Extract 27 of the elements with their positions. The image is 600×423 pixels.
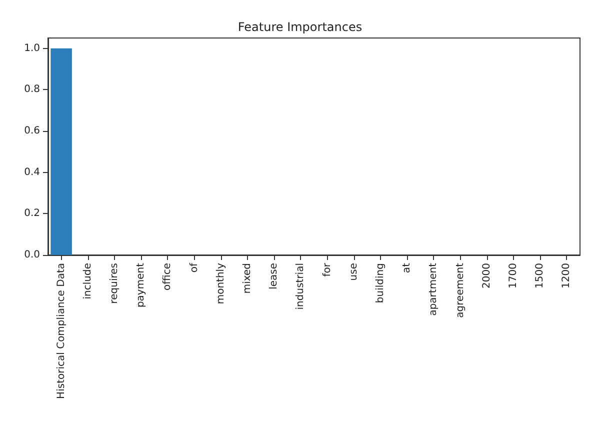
x-tick-label: requires xyxy=(109,263,120,304)
x-tick-label: building xyxy=(375,263,386,304)
x-tick-label: mixed xyxy=(242,263,253,294)
x-tick-label: use xyxy=(348,263,360,281)
x-tick-label: Historical Compliance Data xyxy=(56,263,67,399)
x-tick-label: 2000 xyxy=(481,263,492,288)
x-tick-label: agreement xyxy=(454,262,466,318)
y-tick-label: 0.8 xyxy=(24,84,40,96)
x-tick-label: of xyxy=(188,262,200,273)
x-tick-label: at xyxy=(402,262,413,274)
x-tick-label: payment xyxy=(136,262,147,308)
x-tick-label: 1700 xyxy=(508,263,519,288)
x-tick-label: 1500 xyxy=(534,263,546,288)
x-tick-label: include xyxy=(82,263,94,300)
y-tick-label: 1.0 xyxy=(24,42,40,54)
chart-title: Feature Importances xyxy=(238,20,362,34)
x-tick-label: apartment xyxy=(428,262,440,316)
x-tick-label: industrial xyxy=(295,263,306,310)
x-tick-label: for xyxy=(322,262,333,277)
x-tick-label: lease xyxy=(268,263,280,290)
y-tick-label: 0.4 xyxy=(24,166,40,178)
y-tick-label: 0.2 xyxy=(24,208,40,220)
x-tick-label: office xyxy=(162,263,174,290)
y-tick-label: 0.6 xyxy=(24,126,40,136)
y-tick-label: 0.0 xyxy=(24,250,40,260)
x-tick-label: 1200 xyxy=(561,263,572,288)
x-tick-label: monthly xyxy=(215,262,226,304)
